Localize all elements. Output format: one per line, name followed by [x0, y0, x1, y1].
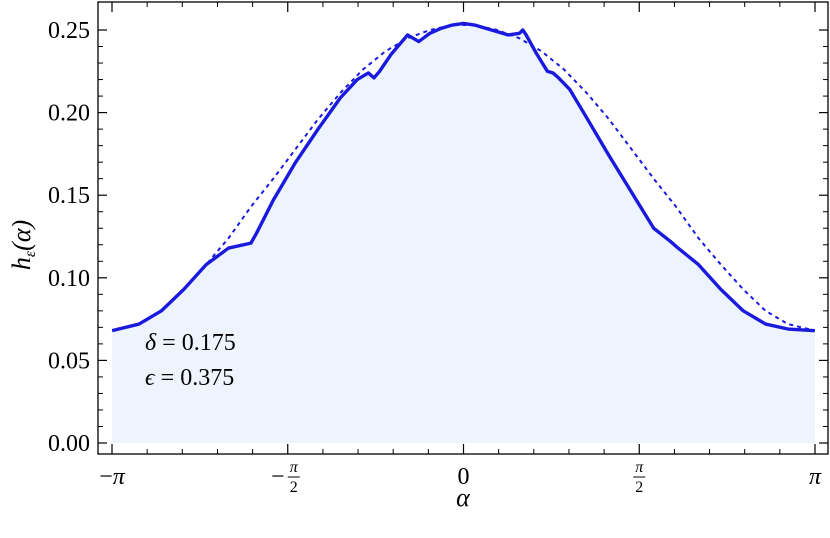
annotation-delta-symbol: δ: [145, 330, 157, 356]
x-tick-label: π: [809, 464, 822, 490]
annotation-delta-value: = 0.175: [156, 330, 236, 356]
y-axis-label: hε(α): [7, 220, 39, 270]
y-tick-label: 0.00: [48, 431, 90, 457]
y-axis-label-sub: ε: [22, 250, 39, 257]
y-tick-label: 0.15: [48, 183, 90, 209]
annotation-epsilon-symbol: ϵ: [145, 365, 156, 391]
y-axis-ticks: 0.00 0.05 0.10 0.15 0.20 0.25: [48, 18, 828, 457]
x-axis-ticks: −π − π2 0 π2 π: [99, 2, 822, 496]
series-layer: [111, 21, 816, 333]
area-fill: [112, 23, 815, 444]
x-axis-label: α: [456, 483, 471, 512]
x-tick-label-denominator: 2: [290, 479, 298, 496]
series-fill-area: [112, 23, 815, 444]
x-tick-label-sign: −: [271, 464, 285, 490]
x-tick-label-numerator: π: [290, 459, 299, 476]
y-tick-label: 0.20: [48, 101, 90, 127]
x-tick-label-fraction: − π 2: [271, 459, 300, 496]
x-tick-label: 0: [458, 464, 470, 490]
y-axis-label-main: h: [7, 257, 36, 270]
y-axis-label-arg: (α): [7, 220, 36, 251]
y-tick-label: 0.05: [48, 348, 90, 374]
y-tick-label: 0.25: [48, 18, 90, 44]
x-tick-label: −π: [99, 464, 126, 490]
annotation-epsilon-value: = 0.375: [155, 365, 235, 391]
annotation-delta: δ = 0.175: [145, 330, 236, 356]
x-tick-label-fraction: π2: [633, 459, 646, 496]
annotation-epsilon: ϵ = 0.375: [145, 365, 234, 391]
x-tick-label-denominator: 2: [635, 479, 643, 496]
y-tick-label: 0.10: [48, 266, 90, 292]
x-tick-label-numerator: π: [635, 459, 644, 476]
